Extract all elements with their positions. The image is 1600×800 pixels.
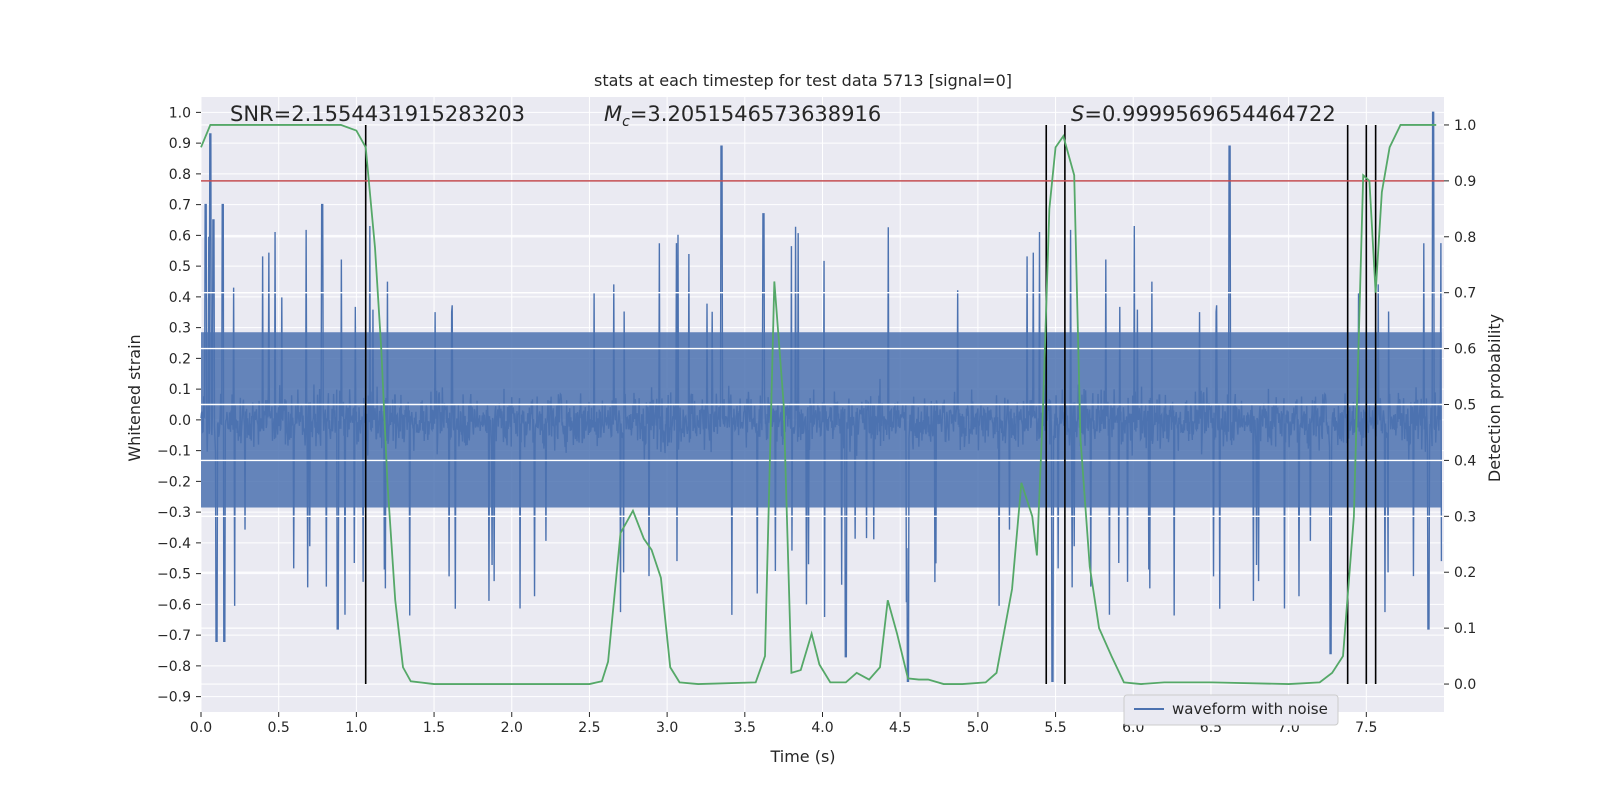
x-tick-label: 7.5 — [1355, 720, 1377, 736]
y-left-tick-label: −0.5 — [157, 567, 191, 583]
probability-series — [200, 124, 1437, 685]
y-left-tick-label: 0.4 — [169, 290, 191, 306]
y-right-tick-label: 0.3 — [1454, 509, 1476, 525]
y-left-tick-label: 0.1 — [169, 382, 191, 398]
waveform-core-band — [201, 332, 1442, 508]
x-tick-label: 4.0 — [811, 720, 833, 736]
y-right-tick-label: 0.7 — [1454, 286, 1476, 302]
y-right-tick-label: 0.4 — [1454, 453, 1476, 469]
x-tick-label: 4.5 — [889, 720, 911, 736]
y-left-tick-label: −0.1 — [157, 444, 191, 460]
x-tick-label: 5.0 — [967, 720, 989, 736]
y-left-tick-label: 1.0 — [169, 105, 191, 121]
score-symbol: S — [1071, 102, 1084, 126]
legend-box — [1123, 694, 1339, 726]
y-right-tick-label: 1.0 — [1454, 118, 1476, 134]
y-right-tick-label: 0.8 — [1454, 230, 1476, 246]
score-value: =0.9999569654464722 — [1084, 102, 1335, 126]
x-tick-label: 5.5 — [1044, 720, 1066, 736]
y-left-tick-label: 0.7 — [169, 198, 191, 214]
snr-annotation: SNR=2.1554431915283203 — [230, 102, 525, 126]
detection-markers — [364, 124, 1377, 685]
y-right-tick-label: 0.9 — [1454, 174, 1476, 190]
y-left-tick-label: 0.0 — [169, 413, 191, 429]
y-axis-label-left: Whitened strain — [125, 334, 144, 461]
y-left-tick-label: −0.4 — [157, 536, 191, 552]
y-right-axis-ticks: 1.0 0.9 0.8 0.7 0.6 0.5 0.4 0.3 0.2 0.1 0.0 — [1444, 118, 1476, 693]
y-axis-label-right: Detection probability — [1485, 314, 1504, 482]
y-left-tick-label: −0.7 — [157, 628, 191, 644]
chirp-mass-symbol: M — [604, 102, 622, 126]
x-tick-label: 3.0 — [656, 720, 678, 736]
waveform-series — [200, 111, 1444, 682]
chirp-mass-annotation: Mc=3.2051546573638916 — [604, 102, 881, 130]
y-left-tick-label: −0.6 — [157, 597, 191, 613]
y-left-tick-label: −0.3 — [157, 505, 191, 521]
y-left-tick-label: −0.2 — [157, 474, 191, 490]
y-left-tick-label: 0.5 — [169, 259, 191, 275]
y-left-tick-label: 0.3 — [169, 321, 191, 337]
probability-line — [200, 124, 1437, 685]
x-tick-label: 0.0 — [190, 720, 212, 736]
x-tick-label: 0.5 — [268, 720, 290, 736]
chirp-mass-value: =3.2051546573638916 — [630, 102, 881, 126]
chirp-mass-subscript: c — [622, 114, 630, 130]
x-tick-label: 2.5 — [578, 720, 600, 736]
y-left-tick-label: 0.8 — [169, 167, 191, 183]
y-right-tick-label: 0.0 — [1454, 677, 1476, 693]
y-right-tick-label: 0.2 — [1454, 565, 1476, 581]
x-axis-label: Time (s) — [769, 747, 835, 766]
legend: waveform with noise — [1123, 694, 1339, 726]
y-left-tick-label: −0.9 — [157, 690, 191, 706]
y-left-tick-label: 0.6 — [169, 228, 191, 244]
x-tick-label: 1.5 — [423, 720, 445, 736]
x-tick-label: 2.0 — [501, 720, 523, 736]
x-tick-label: 1.0 — [345, 720, 367, 736]
x-tick-label: 3.5 — [734, 720, 756, 736]
y-left-axis-ticks: 1.0 0.9 0.8 0.7 0.6 0.5 0.4 0.3 0.2 0.1 0.0 −0.1 −0.… — [157, 105, 201, 706]
y-right-tick-label: 0.1 — [1454, 621, 1476, 637]
legend-label: waveform with noise — [1172, 700, 1328, 718]
y-left-tick-label: 0.9 — [169, 136, 191, 152]
y-right-tick-label: 0.5 — [1454, 398, 1476, 414]
y-left-tick-label: −0.8 — [157, 659, 191, 675]
score-annotation: S=0.9999569654464722 — [1071, 102, 1336, 126]
y-left-tick-label: 0.2 — [169, 351, 191, 367]
chart-title: stats at each timestep for test data 571… — [594, 71, 1012, 90]
y-right-tick-label: 0.6 — [1454, 342, 1476, 358]
